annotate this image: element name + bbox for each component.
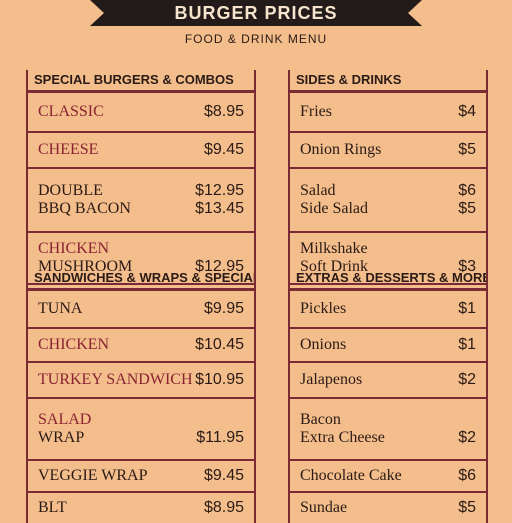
item-price: $5 bbox=[458, 200, 476, 217]
item-price: $9.45 bbox=[203, 467, 244, 484]
item-name: Side Salad bbox=[300, 200, 368, 217]
section-title: SANDWICHES & WRAPS & SPECIALS bbox=[28, 268, 254, 291]
item-name: Bacon bbox=[300, 411, 341, 428]
menu-item: CHICKEN MUSHROOM $12.95 bbox=[28, 233, 254, 285]
menu-item: Chocolate Cake $6 bbox=[290, 461, 486, 493]
menu-item: Milkshake Soft Drink $3 bbox=[290, 233, 486, 285]
menu-item: TUNA $9.95 bbox=[28, 291, 254, 329]
item-name: Soft Drink bbox=[300, 258, 368, 275]
item-price: $6 bbox=[458, 467, 476, 484]
menu-item: CHICKEN $10.45 bbox=[28, 329, 254, 363]
section-title: SPECIAL BURGERS & COMBOS bbox=[28, 70, 254, 93]
item-name: BLT bbox=[38, 499, 67, 516]
menu-section-extras: EXTRAS & DESSERTS & MORE Pickles $1 Onio… bbox=[288, 268, 488, 523]
item-price: $2 bbox=[458, 429, 476, 446]
item-price: $2 bbox=[458, 371, 476, 388]
item-price: $10.45 bbox=[195, 336, 244, 353]
menu-item: VEGGIE WRAP $9.45 bbox=[28, 461, 254, 493]
item-name: Pickles bbox=[300, 300, 347, 317]
item-price: $11.95 bbox=[196, 429, 244, 446]
menu-item: Jalapenos $2 bbox=[290, 363, 486, 399]
section-title: EXTRAS & DESSERTS & MORE bbox=[290, 268, 486, 291]
item-price: $1 bbox=[458, 300, 476, 317]
item-name: Milkshake bbox=[300, 240, 368, 257]
menu-item: CHEESE $9.45 bbox=[28, 133, 254, 169]
item-name: VEGGIE WRAP bbox=[38, 467, 148, 484]
menu-item: Bacon Extra Cheese $2 bbox=[290, 399, 486, 461]
item-price: $3 bbox=[458, 258, 476, 275]
item-price: $9.95 bbox=[203, 300, 244, 317]
menu-item: Salad $6 Side Salad $5 bbox=[290, 169, 486, 233]
item-name: Sundae bbox=[300, 499, 348, 516]
menu-item: DOUBLE $12.95 BBQ BACON $13.45 bbox=[28, 169, 254, 233]
item-name: Salad bbox=[300, 182, 336, 199]
menu-title: BURGER PRICES bbox=[174, 2, 338, 23]
item-name: TUNA bbox=[38, 300, 83, 317]
item-name: Fries bbox=[300, 103, 332, 120]
item-price: $1 bbox=[458, 336, 476, 353]
menu-item: Pickles $1 bbox=[290, 291, 486, 329]
menu-item: CLASSIC $8.95 bbox=[28, 93, 254, 133]
item-name: Onions bbox=[300, 336, 347, 353]
menu-section-sides: SIDES & DRINKS Fries $4 Onion Rings $5 S… bbox=[288, 70, 488, 285]
menu-item: Sundae $5 bbox=[290, 493, 486, 523]
menu-item: BLT $8.95 bbox=[28, 493, 254, 523]
item-price: $5 bbox=[458, 499, 476, 516]
item-name: TURKEY SANDWICH bbox=[38, 371, 193, 388]
item-name: CHICKEN bbox=[38, 336, 110, 353]
menu-item: Onion Rings $5 bbox=[290, 133, 486, 169]
item-price: $10.95 bbox=[195, 371, 244, 388]
item-name: Onion Rings bbox=[300, 141, 382, 158]
item-name: DOUBLE bbox=[38, 182, 103, 199]
item-price: $5 bbox=[458, 141, 476, 158]
item-name: SALAD bbox=[38, 411, 92, 428]
item-name: CLASSIC bbox=[38, 103, 104, 120]
item-name: BBQ BACON bbox=[38, 200, 131, 217]
menu-section-sandwiches: SANDWICHES & WRAPS & SPECIALS TUNA $9.95… bbox=[26, 268, 256, 523]
item-name: WRAP bbox=[38, 429, 85, 446]
item-price: $6 bbox=[458, 182, 476, 199]
item-price: $4 bbox=[458, 103, 476, 120]
item-price: $9.45 bbox=[203, 141, 244, 158]
menu-section-burgers: SPECIAL BURGERS & COMBOS CLASSIC $8.95 C… bbox=[26, 70, 256, 285]
item-price: $12.95 bbox=[195, 258, 244, 275]
item-name: MUSHROOM bbox=[38, 258, 133, 275]
menu-title-banner: BURGER PRICES bbox=[90, 0, 422, 26]
item-name: CHEESE bbox=[38, 141, 99, 158]
item-name: Extra Cheese bbox=[300, 429, 385, 446]
item-price: $13.45 bbox=[195, 200, 244, 217]
menu-item: Onions $1 bbox=[290, 329, 486, 363]
menu-item: SALAD WRAP $11.95 bbox=[28, 399, 254, 461]
item-name: Chocolate Cake bbox=[300, 467, 402, 484]
menu-item: TURKEY SANDWICH $10.95 bbox=[28, 363, 254, 399]
item-price: $8.95 bbox=[203, 499, 244, 516]
item-price: $8.95 bbox=[203, 103, 244, 120]
section-title: SIDES & DRINKS bbox=[290, 70, 486, 93]
item-name: CHICKEN bbox=[38, 240, 110, 257]
menu-item: Fries $4 bbox=[290, 93, 486, 133]
item-price: $12.95 bbox=[195, 182, 244, 199]
menu-subtitle: FOOD & DRINK MENU bbox=[184, 32, 328, 46]
item-name: Jalapenos bbox=[300, 371, 363, 388]
